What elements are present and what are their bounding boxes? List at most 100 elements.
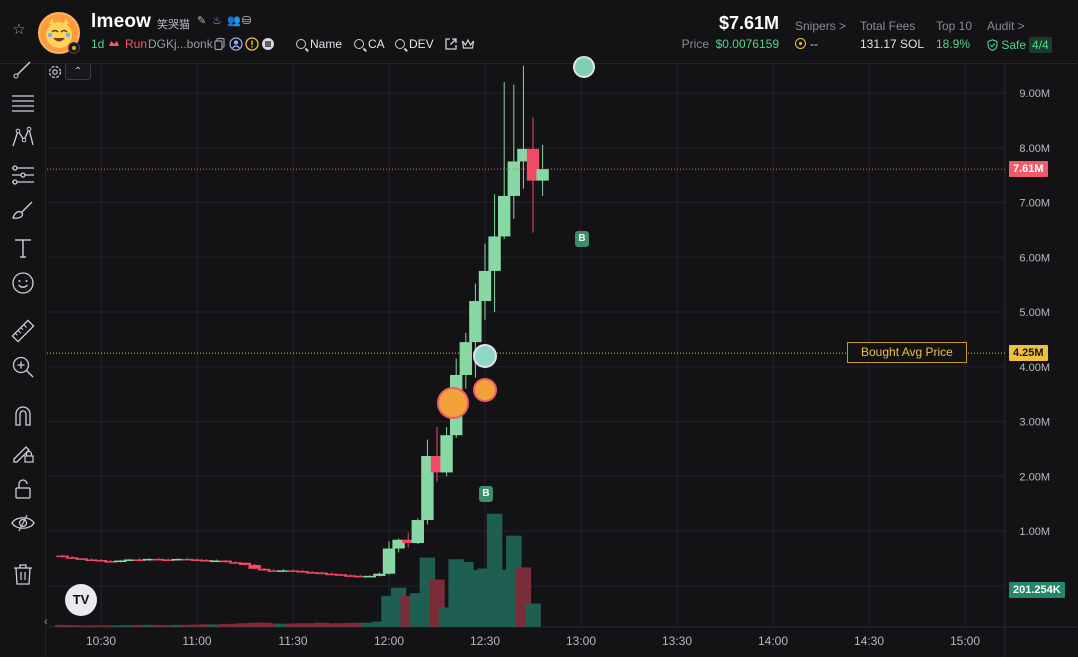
menu-circle-icon[interactable] (261, 37, 275, 51)
trader-avatar-marker[interactable] (573, 56, 595, 78)
snipers-link[interactable]: Snipers > (795, 19, 847, 33)
y-tick-label: 2.00M (1019, 471, 1050, 483)
fire-icon: ♨ (212, 15, 222, 27)
eye-icon[interactable] (10, 510, 36, 536)
candle-body (258, 568, 271, 571)
user-icon[interactable] (229, 37, 243, 51)
candle-body (229, 562, 242, 564)
y-tick-label: 1.00M (1019, 526, 1050, 538)
volume-bar (246, 622, 263, 627)
candle-body (152, 558, 165, 561)
ruler-icon[interactable] (10, 318, 36, 344)
y-tick-label: 3.00M (1019, 417, 1050, 429)
volume-bar (102, 625, 119, 627)
contract-address[interactable]: DGKj...bonk (148, 37, 213, 51)
volume-bar (227, 623, 244, 627)
x-axis: 10:30 11:00 11:30 12:00 12:30 13:00 13:30 14:00… (86, 634, 980, 648)
volume-bar (342, 622, 359, 627)
volume-bar (371, 621, 388, 627)
copy-icon[interactable] (213, 37, 227, 51)
candle-body (66, 557, 79, 559)
toolbar-collapse-icon[interactable]: ‹ (44, 616, 48, 628)
volume-bar (285, 623, 301, 627)
emoji-tool-icon[interactable] (10, 270, 36, 296)
candle-body (344, 575, 357, 577)
volume-bar (294, 623, 311, 627)
avg-price-tag: 4.25M (1009, 345, 1048, 362)
candle-body (114, 560, 127, 563)
y-axis: 9.00M 8.00M 7.00M 6.00M 5.00M 4.00M 3.00M 2.00M… (1019, 88, 1050, 538)
candle-body (210, 560, 223, 563)
candle-body (75, 558, 88, 560)
brush-tool-icon[interactable] (10, 198, 36, 224)
x-tick-label: 13:00 (566, 634, 596, 648)
candle-body (267, 570, 280, 572)
pattern-tool-icon[interactable] (10, 125, 36, 151)
candle-body (517, 148, 530, 162)
candle-body (219, 560, 232, 563)
token-symbol: lmeow (91, 11, 152, 32)
gear-icon[interactable] (47, 64, 63, 80)
candle-body (248, 564, 261, 569)
share-icon[interactable] (444, 37, 458, 51)
audit-safe-text: Safe (1001, 38, 1027, 52)
buy-marker[interactable]: B (575, 231, 589, 247)
volume-bar (323, 623, 340, 627)
projection-tool-icon[interactable] (10, 162, 36, 188)
total-fees-label: Total Fees (860, 19, 916, 33)
star-outline-icon[interactable]: ☆ (12, 21, 26, 38)
volume-tag: 201.254K (1009, 582, 1065, 598)
audit-link[interactable]: Audit > (987, 19, 1025, 33)
buy-marker[interactable]: B (479, 486, 493, 502)
warning-icon[interactable] (245, 37, 259, 51)
volume-bars (54, 513, 541, 627)
tradingview-logo[interactable]: TV (65, 584, 97, 616)
y-tick-label: 9.00M (1019, 88, 1050, 100)
target-icon (795, 38, 806, 49)
volume-bar (93, 625, 109, 627)
candle-body (469, 301, 482, 343)
candle-body (507, 161, 520, 196)
trash-icon[interactable] (10, 561, 36, 587)
price-lines (47, 168, 1005, 354)
crown-icon[interactable] (461, 37, 475, 51)
token-full-name: 笑哭猫 (157, 19, 190, 31)
lock-drawing-icon[interactable] (10, 439, 36, 465)
text-tool-icon[interactable] (10, 235, 36, 261)
candle-body (440, 435, 453, 473)
search-name-button[interactable]: Name (296, 37, 342, 51)
price-value: $0.0076159 (715, 37, 779, 51)
candle-body (430, 455, 444, 473)
zoom-in-icon[interactable] (10, 354, 36, 380)
candle-body (334, 574, 348, 576)
search-icon (296, 39, 306, 49)
search-ca-button[interactable]: CA (354, 37, 385, 51)
volume-bar (189, 624, 205, 627)
chart-header-collapse-button[interactable]: ⌃ (65, 64, 91, 80)
x-tick-label: 12:30 (470, 634, 500, 648)
candle-body (190, 559, 204, 561)
token-age: 1d (91, 37, 105, 51)
x-tick-label: 11:30 (278, 634, 307, 648)
volume-bar (64, 625, 80, 627)
candle-body (411, 520, 424, 544)
run-status: Run (125, 37, 148, 51)
x-tick-label: 15:00 (950, 634, 980, 648)
edit-icon[interactable]: ✎ (197, 15, 207, 27)
line-tool-icon[interactable] (10, 56, 36, 82)
trader-avatar-marker[interactable] (473, 344, 497, 368)
unlock-icon[interactable] (10, 476, 36, 502)
search-dev-button[interactable]: DEV (395, 37, 434, 51)
chart-canvas[interactable]: 9.00M 8.00M 7.00M 6.00M 5.00M 4.00M 3.00M 2.00M… (47, 64, 1078, 657)
fib-tool-icon[interactable] (10, 90, 36, 116)
candle-body (238, 562, 252, 565)
volume-bar (112, 625, 128, 627)
audit-score-badge: 4/4 (1029, 37, 1052, 53)
price-chart[interactable]: 9.00M 8.00M 7.00M 6.00M 5.00M 4.00M 3.00M 2.00M… (47, 56, 1078, 657)
volume-bar (83, 625, 100, 627)
volume-bar (122, 625, 138, 627)
volume-bar (237, 623, 253, 627)
magnet-icon[interactable] (10, 403, 36, 429)
dev-avatar-marker[interactable] (437, 387, 469, 419)
dev-avatar-marker[interactable] (473, 378, 497, 402)
